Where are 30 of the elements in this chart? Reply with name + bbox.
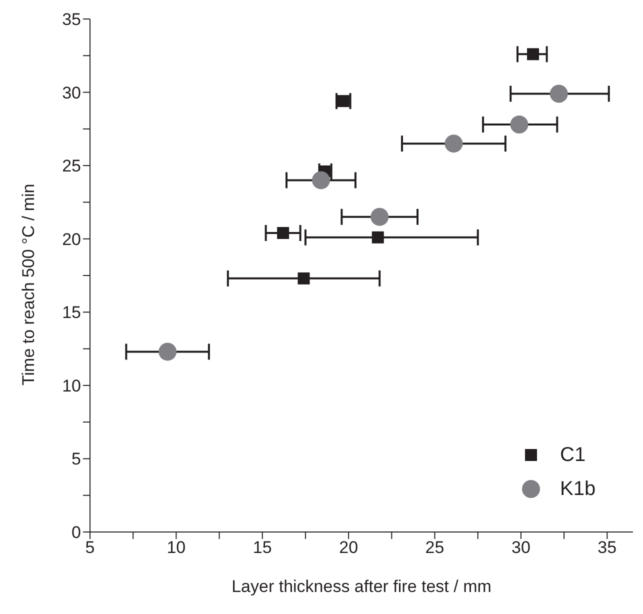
y-axis-title: Time to reach 500 °C / min	[19, 184, 38, 386]
y-tick-label: 0	[72, 523, 81, 542]
point	[277, 226, 290, 239]
point	[337, 95, 350, 108]
point	[550, 84, 568, 103]
x-tick-label: 5	[85, 538, 95, 558]
point	[444, 134, 463, 153]
x-tick-label: 15	[252, 538, 272, 558]
point	[510, 116, 528, 134]
y-tick-label: 25	[62, 156, 81, 176]
y-tick-label: 20	[62, 230, 81, 249]
x-tick-label: 20	[339, 538, 358, 558]
point	[312, 171, 330, 190]
point	[298, 272, 310, 284]
point	[527, 48, 540, 60]
x-tick-label: 30	[511, 538, 530, 558]
x-tick-label: 35	[598, 538, 617, 558]
x-tick-label: 10	[166, 538, 186, 558]
legend-label: K1b	[560, 478, 596, 500]
y-tick-label: 30	[62, 83, 81, 102]
x-tick-label: 25	[425, 538, 444, 558]
y-tick-label: 35	[62, 10, 81, 30]
y-tick-label: 15	[62, 303, 81, 322]
x-axis-title: Layer thickness after fire test / mm	[232, 577, 492, 596]
legend-label: C1	[560, 444, 586, 466]
point	[372, 231, 384, 244]
y-tick-label: 5	[72, 450, 81, 469]
point	[158, 342, 177, 361]
point	[370, 208, 389, 226]
y-tick-label: 10	[62, 376, 81, 396]
